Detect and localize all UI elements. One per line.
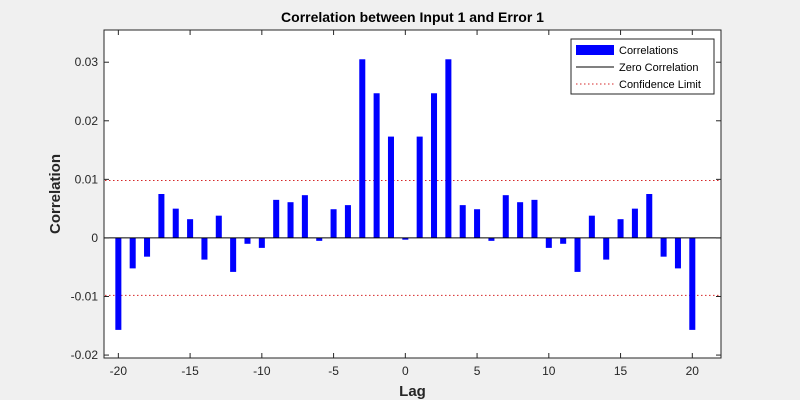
- bar: [172, 208, 179, 238]
- bar: [344, 205, 351, 238]
- confidence-limit-lines: [105, 180, 720, 296]
- bar: [258, 237, 265, 248]
- bar: [574, 237, 581, 272]
- bar: [459, 205, 466, 238]
- bar: [402, 237, 409, 240]
- legend: Correlations Zero Correlation Confidence…: [570, 38, 715, 95]
- legend-label-zero-correlation: Zero Correlation: [619, 62, 698, 74]
- bar: [531, 199, 538, 238]
- y-tick-label: 0.01: [75, 172, 99, 186]
- bar: [215, 215, 222, 238]
- bar: [316, 237, 323, 241]
- x-tick-label: -15: [181, 364, 199, 378]
- x-tick-label: -5: [328, 364, 339, 378]
- x-tick-label: -10: [253, 364, 271, 378]
- bar: [646, 194, 653, 238]
- x-tick-label: -20: [110, 364, 128, 378]
- bar: [631, 208, 638, 238]
- y-tick-label: -0.02: [71, 348, 99, 362]
- bar: [416, 136, 423, 238]
- bar: [158, 194, 165, 238]
- chart-title: Correlation between Input 1 and Error 1: [281, 9, 544, 25]
- y-tick-label: 0: [91, 231, 98, 245]
- bar: [488, 237, 495, 241]
- bar: [603, 237, 610, 260]
- x-tick-label: 5: [474, 364, 481, 378]
- bar: [387, 136, 394, 238]
- bar: [445, 59, 452, 238]
- x-tick-label: 20: [686, 364, 700, 378]
- bar: [502, 195, 509, 238]
- bar-series-correlations: [115, 59, 696, 330]
- bar: [545, 237, 552, 248]
- bar: [660, 237, 667, 257]
- bar: [115, 237, 122, 330]
- bar: [431, 93, 438, 238]
- bar: [588, 215, 595, 238]
- bar: [273, 199, 280, 238]
- bar: [187, 219, 194, 238]
- bar: [244, 237, 251, 244]
- bar: [230, 237, 237, 272]
- bar: [674, 237, 681, 269]
- bar: [373, 93, 380, 238]
- bar: [359, 59, 366, 238]
- bar: [560, 237, 567, 244]
- y-axis-label: Correlation: [47, 154, 64, 234]
- bar: [287, 202, 294, 238]
- bar: [301, 195, 308, 238]
- bar: [144, 237, 151, 257]
- legend-label-confidence-limit: Confidence Limit: [619, 79, 701, 91]
- x-tick-label: 15: [614, 364, 628, 378]
- y-tick-label: -0.01: [71, 290, 99, 304]
- bar: [201, 237, 208, 260]
- y-tick-label: 0.02: [75, 114, 99, 128]
- x-axis: -20 -15 -10 -5 0 5 10 15 20: [110, 30, 700, 378]
- bar: [517, 202, 524, 238]
- bar: [330, 209, 337, 238]
- y-tick-label: 0.03: [75, 55, 99, 69]
- bar: [617, 219, 624, 238]
- bar: [474, 209, 481, 238]
- legend-label-correlations: Correlations: [619, 45, 679, 57]
- bar: [129, 237, 136, 269]
- legend-swatch-correlations: [576, 45, 614, 55]
- x-tick-label: 10: [542, 364, 556, 378]
- x-tick-label: 0: [402, 364, 409, 378]
- bar: [689, 237, 696, 330]
- x-axis-label: Lag: [399, 383, 426, 400]
- y-axis: -0.02 -0.01 0 0.01 0.02 0.03: [71, 55, 721, 362]
